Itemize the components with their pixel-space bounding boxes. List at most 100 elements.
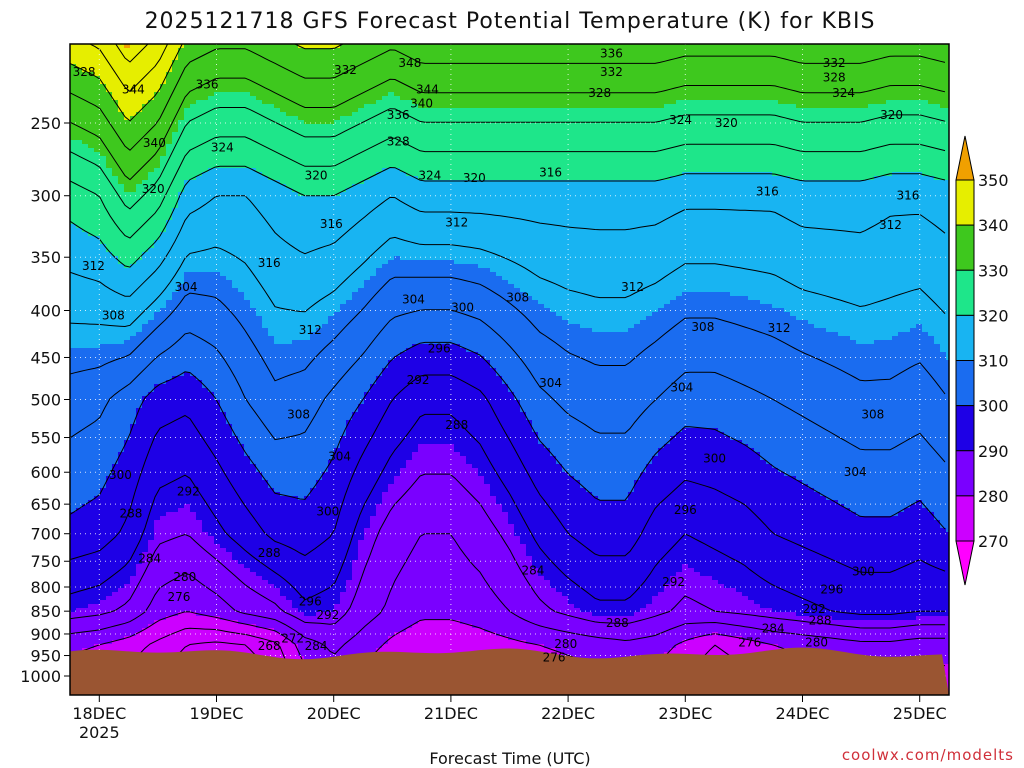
field-cell — [94, 516, 101, 521]
field-cell — [184, 300, 191, 305]
field-cell — [214, 588, 221, 593]
field-cell — [202, 180, 209, 185]
field-cell — [100, 472, 107, 477]
field-cell — [226, 504, 233, 509]
field-cell — [244, 276, 251, 281]
field-cell — [190, 300, 197, 305]
field-cell — [76, 564, 83, 569]
field-cell — [76, 620, 83, 625]
field-cell — [70, 596, 77, 601]
field-cell — [166, 540, 173, 545]
field-cell — [238, 84, 245, 89]
field-cell — [172, 604, 179, 609]
field-cell — [106, 572, 113, 577]
field-cell — [136, 352, 143, 357]
field-cell — [196, 524, 203, 529]
field-cell — [124, 172, 131, 177]
field-cell — [88, 444, 95, 449]
field-cell — [214, 620, 221, 625]
field-cell — [100, 548, 107, 553]
field-cell — [154, 360, 161, 365]
field-cell — [160, 296, 167, 301]
field-cell — [172, 396, 179, 401]
field-cell — [118, 400, 125, 405]
field-cell — [214, 72, 221, 77]
field-cell — [178, 48, 185, 53]
field-cell — [76, 288, 83, 293]
field-cell — [214, 632, 221, 637]
field-cell — [124, 228, 131, 233]
field-cell — [124, 188, 131, 193]
field-cell — [88, 484, 95, 489]
field-cell — [172, 136, 179, 141]
field-cell — [76, 508, 83, 513]
field-cell — [70, 640, 77, 645]
field-cell — [100, 120, 107, 125]
field-cell — [154, 368, 161, 373]
field-cell — [154, 496, 161, 501]
field-cell — [196, 196, 203, 201]
field-cell — [208, 540, 215, 545]
field-cell — [142, 360, 149, 365]
field-cell — [76, 124, 83, 129]
field-cell — [70, 484, 77, 489]
field-cell — [82, 432, 89, 437]
field-cell — [112, 476, 119, 481]
field-cell — [112, 396, 119, 401]
field-cell — [172, 344, 179, 349]
field-cell — [76, 524, 83, 529]
field-cell — [232, 276, 239, 281]
field-cell — [136, 220, 143, 225]
field-cell — [118, 104, 125, 109]
field-cell — [208, 520, 215, 525]
field-cell — [76, 380, 83, 385]
field-cell — [118, 240, 125, 245]
field-cell — [112, 648, 119, 653]
field-cell — [118, 100, 125, 105]
field-cell — [142, 456, 149, 461]
field-cell — [166, 96, 173, 101]
field-cell — [88, 536, 95, 541]
field-cell — [172, 228, 179, 233]
field-cell — [76, 436, 83, 441]
field-cell — [112, 464, 119, 469]
field-cell — [88, 100, 95, 105]
field-cell — [130, 456, 137, 461]
field-cell — [124, 644, 131, 649]
field-cell — [100, 368, 107, 373]
field-cell — [232, 296, 239, 301]
field-cell — [112, 416, 119, 421]
field-cell — [214, 364, 221, 369]
field-cell — [226, 84, 233, 89]
field-cell — [100, 528, 107, 533]
field-cell — [238, 604, 245, 609]
field-cell — [166, 604, 173, 609]
field-cell — [124, 76, 131, 81]
field-cell — [232, 348, 239, 353]
field-cell — [172, 468, 179, 473]
field-cell — [196, 344, 203, 349]
field-cell — [136, 380, 143, 385]
field-cell — [244, 152, 251, 157]
field-cell — [208, 232, 215, 237]
field-cell — [214, 200, 221, 205]
field-cell — [124, 140, 131, 145]
field-cell — [154, 424, 161, 429]
field-cell — [70, 120, 77, 125]
field-cell — [136, 412, 143, 417]
field-cell — [166, 380, 173, 385]
field-cell — [160, 476, 167, 481]
field-cell — [76, 408, 83, 413]
field-cell — [214, 60, 221, 65]
field-cell — [154, 336, 161, 341]
field-cell — [172, 336, 179, 341]
field-cell — [118, 340, 125, 345]
field-cell — [70, 644, 77, 649]
field-cell — [118, 72, 125, 77]
field-cell — [154, 392, 161, 397]
field-cell — [88, 60, 95, 65]
field-cell — [154, 280, 161, 285]
field-cell — [154, 460, 161, 465]
field-cell — [214, 492, 221, 497]
field-cell — [166, 304, 173, 309]
